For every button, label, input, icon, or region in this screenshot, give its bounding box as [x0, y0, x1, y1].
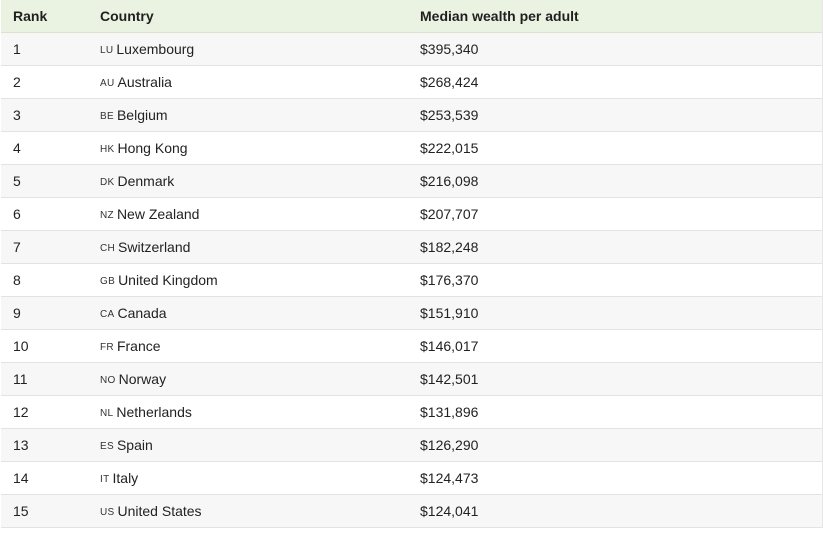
- rank-cell: 7: [13, 239, 21, 255]
- table-header: Rank Country Median wealth per adult: [1, 0, 822, 33]
- country-name: Belgium: [116, 107, 168, 123]
- country-name: Canada: [117, 305, 167, 321]
- country-code: DK: [100, 176, 115, 188]
- country-cell: CA Canada: [100, 297, 167, 329]
- country-code: CA: [100, 308, 115, 320]
- rank-cell: 13: [13, 437, 29, 453]
- table-row: 12 NL Netherlands $131,896: [1, 396, 822, 429]
- country-name: Denmark: [117, 173, 175, 189]
- country-name: New Zealand: [116, 206, 200, 222]
- country-name: Spain: [116, 437, 153, 453]
- country-code: BE: [100, 110, 114, 122]
- country-code: ES: [100, 440, 114, 452]
- country-code: US: [100, 506, 115, 518]
- country-cell: DK Denmark: [100, 165, 174, 197]
- table-row: 9 CA Canada $151,910: [1, 297, 822, 330]
- rank-cell: 9: [13, 305, 21, 321]
- country-cell: BE Belgium: [100, 99, 168, 131]
- country-name: Norway: [118, 371, 167, 387]
- country-code: FR: [100, 341, 114, 353]
- rank-cell: 11: [13, 371, 28, 387]
- table-row: 1 LU Luxembourg $395,340: [1, 33, 822, 66]
- country-code: NL: [100, 407, 114, 419]
- country-code: AU: [100, 77, 115, 89]
- wealth-cell: $124,473: [420, 470, 479, 486]
- wealth-cell: $222,015: [420, 140, 479, 156]
- country-code: HK: [100, 143, 115, 155]
- rank-cell: 6: [13, 206, 21, 222]
- header-country: Country: [100, 8, 154, 24]
- rank-cell: 15: [13, 503, 29, 519]
- wealth-cell: $207,707: [420, 206, 479, 222]
- table-row: 6 NZ New Zealand $207,707: [1, 198, 822, 231]
- table-row: 4 HK Hong Kong $222,015: [1, 132, 822, 165]
- wealth-cell: $131,896: [420, 404, 479, 420]
- country-code: NO: [100, 374, 116, 386]
- wealth-cell: $395,340: [420, 41, 479, 57]
- wealth-cell: $216,098: [420, 173, 479, 189]
- country-cell: NO Norway: [100, 363, 166, 395]
- country-code: IT: [100, 473, 110, 485]
- country-cell: FR France: [100, 330, 161, 362]
- rank-cell: 2: [13, 74, 21, 90]
- wealth-cell: $142,501: [420, 371, 479, 387]
- country-name: Australia: [117, 74, 172, 90]
- country-cell: CH Switzerland: [100, 231, 190, 263]
- rank-cell: 8: [13, 272, 21, 288]
- rank-cell: 1: [13, 41, 21, 57]
- country-name: United Kingdom: [118, 272, 218, 288]
- country-name: France: [116, 338, 161, 354]
- country-cell: GB United Kingdom: [100, 264, 218, 296]
- table-row: 3 BE Belgium $253,539: [1, 99, 822, 132]
- wealth-cell: $126,290: [420, 437, 479, 453]
- table-row: 10 FR France $146,017: [1, 330, 822, 363]
- country-code: GB: [100, 275, 116, 287]
- rank-cell: 4: [13, 140, 21, 156]
- country-cell: ES Spain: [100, 429, 153, 461]
- country-code: CH: [100, 242, 116, 254]
- country-cell: NL Netherlands: [100, 396, 192, 428]
- country-cell: IT Italy: [100, 462, 138, 494]
- country-name: Netherlands: [116, 404, 192, 420]
- table-row: 7 CH Switzerland $182,248: [1, 231, 822, 264]
- rank-cell: 5: [13, 173, 21, 189]
- table-row: 5 DK Denmark $216,098: [1, 165, 822, 198]
- wealth-cell: $151,910: [420, 305, 479, 321]
- wealth-cell: $176,370: [420, 272, 479, 288]
- country-cell: LU Luxembourg: [100, 33, 194, 65]
- country-cell: NZ New Zealand: [100, 198, 199, 230]
- country-code: NZ: [100, 209, 114, 221]
- wealth-cell: $124,041: [420, 503, 479, 519]
- country-name: Luxembourg: [116, 41, 195, 57]
- rank-cell: 3: [13, 107, 21, 123]
- wealth-cell: $182,248: [420, 239, 479, 255]
- country-name: Italy: [112, 470, 139, 486]
- rank-cell: 10: [13, 338, 29, 354]
- country-code: LU: [100, 44, 114, 56]
- country-name: United States: [117, 503, 202, 519]
- table-row: 14 IT Italy $124,473: [1, 462, 822, 495]
- country-cell: US United States: [100, 495, 202, 527]
- table-row: 15 US United States $124,041: [1, 495, 822, 528]
- country-cell: HK Hong Kong: [100, 132, 188, 164]
- country-name: Hong Kong: [117, 140, 188, 156]
- wealth-cell: $268,424: [420, 74, 479, 90]
- rank-cell: 14: [13, 470, 29, 486]
- wealth-cell: $146,017: [420, 338, 479, 354]
- country-name: Switzerland: [118, 239, 191, 255]
- table-row: 8 GB United Kingdom $176,370: [1, 264, 822, 297]
- table-row: 2 AU Australia $268,424: [1, 66, 822, 99]
- header-rank: Rank: [13, 8, 48, 24]
- table-row: 11 NO Norway $142,501: [1, 363, 822, 396]
- wealth-cell: $253,539: [420, 107, 479, 123]
- rank-cell: 12: [13, 404, 29, 420]
- country-cell: AU Australia: [100, 66, 172, 98]
- table-row: 13 ES Spain $126,290: [1, 429, 822, 462]
- header-median-wealth: Median wealth per adult: [420, 8, 579, 24]
